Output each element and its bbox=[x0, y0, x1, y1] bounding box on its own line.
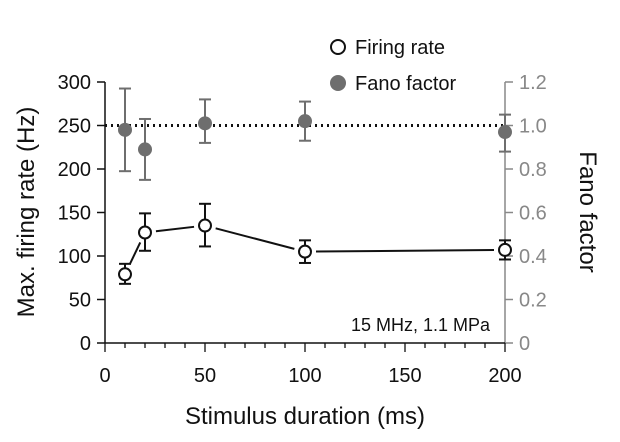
y2-axis-title: Fano factor bbox=[574, 151, 601, 272]
data-point bbox=[298, 114, 312, 129]
data-point bbox=[198, 116, 212, 131]
data-point bbox=[498, 242, 512, 257]
series-line bbox=[128, 241, 142, 265]
left-ticks: 0 50 100 150 200 250 300 bbox=[58, 72, 105, 355]
right-ticks: 0 0.2 0.4 0.6 0.8 1.0 1.2 bbox=[505, 72, 547, 355]
y-tick-label: 50 bbox=[69, 290, 91, 312]
legend-firing-marker bbox=[330, 39, 346, 55]
y-axis-title: Max. firing rate (Hz) bbox=[13, 107, 40, 318]
data-point bbox=[298, 244, 312, 259]
legend-firing-label: Firing rate bbox=[355, 37, 445, 59]
y-tick-label: 0 bbox=[80, 333, 91, 355]
data-point bbox=[498, 125, 512, 140]
y2-tick-label: 0.4 bbox=[519, 246, 547, 268]
series-line bbox=[315, 249, 495, 253]
x-tick-label: 200 bbox=[488, 365, 521, 387]
y-tick-label: 150 bbox=[58, 203, 91, 225]
x-axis-title: Stimulus duration (ms) bbox=[185, 403, 425, 430]
x-ticks: 0 50 100 150 200 bbox=[99, 343, 522, 387]
series-line bbox=[215, 227, 295, 250]
x-tick-label: 150 bbox=[388, 365, 421, 387]
firing-series bbox=[118, 202, 512, 285]
fano-series bbox=[118, 87, 512, 181]
y2-tick-label: 0.2 bbox=[519, 290, 547, 312]
data-point bbox=[118, 122, 132, 137]
data-point bbox=[138, 142, 152, 157]
y2-tick-label: 0 bbox=[519, 333, 530, 355]
data-point bbox=[118, 267, 132, 282]
x-tick-label: 100 bbox=[288, 365, 321, 387]
y-tick-label: 100 bbox=[58, 246, 91, 268]
y-tick-label: 300 bbox=[58, 72, 91, 94]
y2-tick-label: 1.2 bbox=[519, 72, 547, 94]
data-point bbox=[198, 218, 212, 233]
y-tick-label: 200 bbox=[58, 159, 91, 181]
x-tick-label: 50 bbox=[194, 365, 216, 387]
condition-annotation: 15 MHz, 1.1 MPa bbox=[351, 315, 491, 335]
x-tick-label: 0 bbox=[99, 365, 110, 387]
legend-fano-marker bbox=[330, 75, 346, 91]
series-line bbox=[155, 225, 195, 233]
data-point bbox=[138, 225, 152, 240]
y2-tick-label: 0.8 bbox=[519, 159, 547, 181]
legend: Firing rate Fano factor bbox=[330, 37, 457, 95]
legend-fano-label: Fano factor bbox=[355, 73, 457, 95]
y2-tick-label: 1.0 bbox=[519, 116, 547, 138]
y-tick-label: 250 bbox=[58, 116, 91, 138]
y2-tick-label: 0.6 bbox=[519, 203, 547, 225]
